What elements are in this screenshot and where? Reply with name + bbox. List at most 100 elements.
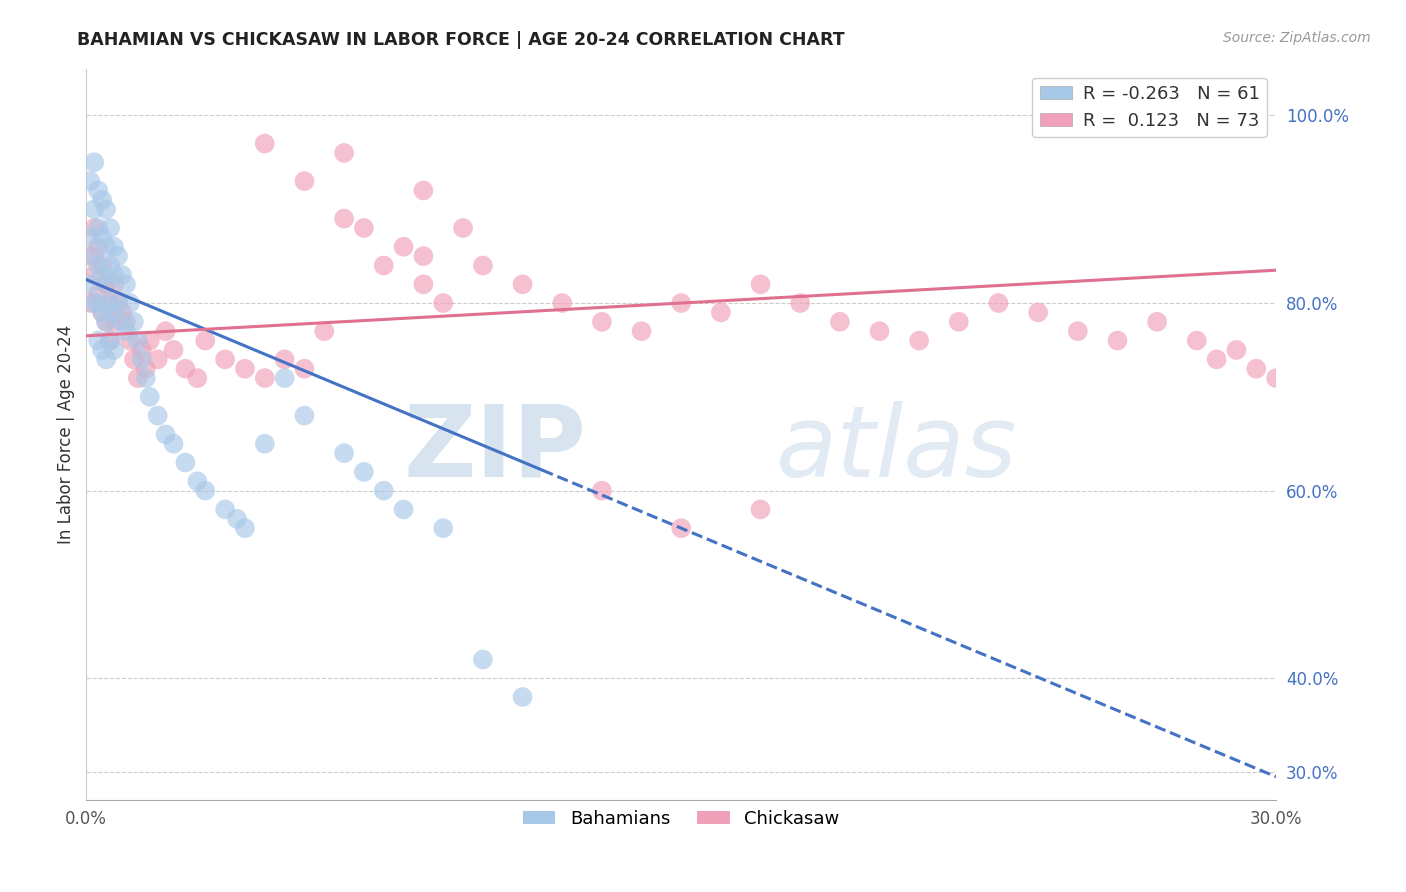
Point: [87, 296, 110, 310]
Point: [122, 315, 145, 329]
Point: [107, 296, 129, 310]
Point: [98, 334, 121, 348]
Text: atlas: atlas: [776, 401, 1018, 498]
Point: [79, 277, 101, 292]
Point: [91, 268, 114, 282]
Point: [103, 315, 125, 329]
Legend: Bahamians, Chickasaw: Bahamians, Chickasaw: [516, 803, 846, 835]
Point: [94, 352, 117, 367]
Point: [111, 268, 134, 282]
Text: BAHAMIAN VS CHICKASAW IN LABOR FORCE | AGE 20-24 CORRELATION CHART: BAHAMIAN VS CHICKASAW IN LABOR FORCE | A…: [77, 31, 845, 49]
Point: [1225, 343, 1247, 357]
Point: [1067, 324, 1090, 338]
Point: [79, 174, 101, 188]
Point: [1205, 352, 1227, 367]
Point: [591, 315, 613, 329]
Point: [174, 456, 197, 470]
Point: [107, 296, 129, 310]
Point: [1026, 305, 1049, 319]
Point: [194, 334, 217, 348]
Point: [253, 136, 276, 151]
Point: [789, 296, 811, 310]
Point: [111, 305, 134, 319]
Point: [1185, 334, 1208, 348]
Point: [94, 202, 117, 217]
Point: [115, 315, 138, 329]
Point: [987, 296, 1010, 310]
Point: [471, 652, 494, 666]
Point: [233, 521, 256, 535]
Point: [103, 277, 125, 292]
Point: [512, 277, 534, 292]
Point: [87, 259, 110, 273]
Point: [412, 249, 434, 263]
Point: [98, 259, 121, 273]
Text: Source: ZipAtlas.com: Source: ZipAtlas.com: [1223, 31, 1371, 45]
Point: [146, 352, 169, 367]
Point: [392, 502, 415, 516]
Point: [412, 277, 434, 292]
Point: [214, 502, 236, 516]
Point: [512, 690, 534, 704]
Point: [214, 352, 236, 367]
Point: [273, 352, 295, 367]
Point: [186, 371, 208, 385]
Point: [630, 324, 652, 338]
Point: [314, 324, 336, 338]
Point: [749, 502, 772, 516]
Y-axis label: In Labor Force | Age 20-24: In Labor Force | Age 20-24: [58, 325, 75, 544]
Point: [115, 277, 138, 292]
Point: [103, 268, 125, 282]
Point: [1107, 334, 1129, 348]
Point: [1146, 315, 1168, 329]
Point: [91, 230, 114, 244]
Point: [94, 277, 117, 292]
Point: [79, 296, 101, 310]
Point: [869, 324, 891, 338]
Point: [94, 277, 117, 292]
Point: [98, 296, 121, 310]
Point: [135, 361, 157, 376]
Point: [669, 521, 692, 535]
Point: [111, 315, 134, 329]
Point: [471, 259, 494, 273]
Point: [107, 249, 129, 263]
Point: [91, 305, 114, 319]
Point: [139, 334, 162, 348]
Point: [87, 184, 110, 198]
Point: [87, 240, 110, 254]
Point: [1265, 371, 1288, 385]
Point: [333, 145, 356, 160]
Point: [98, 221, 121, 235]
Point: [103, 343, 125, 357]
Point: [392, 240, 415, 254]
Point: [333, 446, 356, 460]
Point: [155, 324, 177, 338]
Point: [373, 259, 395, 273]
Point: [98, 296, 121, 310]
Point: [127, 334, 149, 348]
Point: [194, 483, 217, 498]
Point: [94, 315, 117, 329]
Point: [91, 343, 114, 357]
Point: [103, 305, 125, 319]
Point: [162, 343, 184, 357]
Point: [551, 296, 574, 310]
Point: [118, 334, 141, 348]
Point: [253, 371, 276, 385]
Point: [451, 221, 474, 235]
Point: [1246, 361, 1268, 376]
Point: [83, 296, 105, 310]
Point: [91, 193, 114, 207]
Point: [87, 334, 110, 348]
Point: [294, 409, 316, 423]
Point: [828, 315, 851, 329]
Point: [118, 296, 141, 310]
Point: [226, 512, 249, 526]
Point: [174, 361, 197, 376]
Point: [122, 352, 145, 367]
Point: [83, 249, 105, 263]
Point: [94, 315, 117, 329]
Point: [710, 305, 733, 319]
Point: [233, 361, 256, 376]
